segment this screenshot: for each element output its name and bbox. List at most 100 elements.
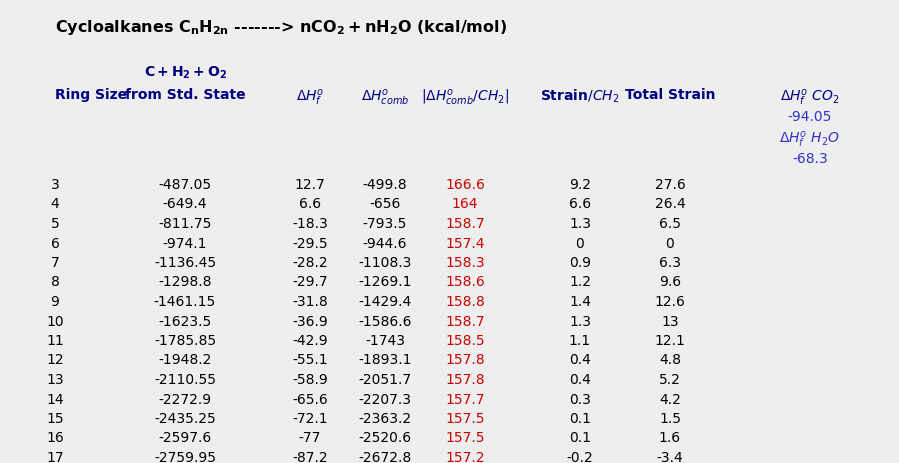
Text: 6: 6 <box>50 237 59 250</box>
Text: 157.2: 157.2 <box>445 451 485 463</box>
Text: -87.2: -87.2 <box>292 451 328 463</box>
Text: -1586.6: -1586.6 <box>358 314 412 329</box>
Text: -18.3: -18.3 <box>292 217 328 231</box>
Text: -2272.9: -2272.9 <box>158 393 211 407</box>
Text: -2051.7: -2051.7 <box>359 373 412 387</box>
Text: 6.5: 6.5 <box>659 217 681 231</box>
Text: 157.5: 157.5 <box>445 412 485 426</box>
Text: $\Delta H_f^o\ H_2O$: $\Delta H_f^o\ H_2O$ <box>779 130 841 150</box>
Text: 6.6: 6.6 <box>299 198 321 212</box>
Text: -811.75: -811.75 <box>158 217 211 231</box>
Text: 1.6: 1.6 <box>659 432 681 445</box>
Text: 5.2: 5.2 <box>659 373 681 387</box>
Text: 166.6: 166.6 <box>445 178 485 192</box>
Text: 13: 13 <box>661 314 679 329</box>
Text: 8: 8 <box>50 275 59 289</box>
Text: -55.1: -55.1 <box>292 353 328 368</box>
Text: -31.8: -31.8 <box>292 295 328 309</box>
Text: 158.6: 158.6 <box>445 275 485 289</box>
Text: $\Delta H_f^o$: $\Delta H_f^o$ <box>296 88 325 108</box>
Text: -793.5: -793.5 <box>363 217 407 231</box>
Text: 12.7: 12.7 <box>295 178 325 192</box>
Text: -944.6: -944.6 <box>363 237 407 250</box>
Text: Total Strain: Total Strain <box>625 88 716 102</box>
Text: 158.8: 158.8 <box>445 295 485 309</box>
Text: 1.2: 1.2 <box>569 275 591 289</box>
Text: 11: 11 <box>46 334 64 348</box>
Text: 157.4: 157.4 <box>445 237 485 250</box>
Text: -2110.55: -2110.55 <box>154 373 216 387</box>
Text: 4: 4 <box>50 198 59 212</box>
Text: -58.9: -58.9 <box>292 373 328 387</box>
Text: -94.05: -94.05 <box>788 110 832 124</box>
Text: 1.5: 1.5 <box>659 412 681 426</box>
Text: 0.4: 0.4 <box>569 373 591 387</box>
Text: 12.1: 12.1 <box>654 334 685 348</box>
Text: Ring Size: Ring Size <box>55 88 127 102</box>
Text: 12: 12 <box>46 353 64 368</box>
Text: -36.9: -36.9 <box>292 314 328 329</box>
Text: 5: 5 <box>50 217 59 231</box>
Text: -2363.2: -2363.2 <box>359 412 412 426</box>
Text: 27.6: 27.6 <box>654 178 685 192</box>
Text: 158.7: 158.7 <box>445 217 485 231</box>
Text: -68.3: -68.3 <box>792 152 828 166</box>
Text: -72.1: -72.1 <box>292 412 328 426</box>
Text: -1108.3: -1108.3 <box>359 256 412 270</box>
Text: 0: 0 <box>575 237 584 250</box>
Text: 7: 7 <box>50 256 59 270</box>
Text: 1.4: 1.4 <box>569 295 591 309</box>
Text: -77: -77 <box>298 432 321 445</box>
Text: 0: 0 <box>665 237 674 250</box>
Text: 0.3: 0.3 <box>569 393 591 407</box>
Text: 1.3: 1.3 <box>569 314 591 329</box>
Text: -1298.8: -1298.8 <box>158 275 212 289</box>
Text: 13: 13 <box>46 373 64 387</box>
Text: -29.5: -29.5 <box>292 237 328 250</box>
Text: -2435.25: -2435.25 <box>154 412 216 426</box>
Text: 17: 17 <box>46 451 64 463</box>
Text: 164: 164 <box>452 198 478 212</box>
Text: 1.3: 1.3 <box>569 217 591 231</box>
Text: 4.2: 4.2 <box>659 393 681 407</box>
Text: 15: 15 <box>46 412 64 426</box>
Text: 158.3: 158.3 <box>445 256 485 270</box>
Text: -2520.6: -2520.6 <box>359 432 412 445</box>
Text: 26.4: 26.4 <box>654 198 685 212</box>
Text: -1429.4: -1429.4 <box>359 295 412 309</box>
Text: 157.8: 157.8 <box>445 353 485 368</box>
Text: -1269.1: -1269.1 <box>358 275 412 289</box>
Text: -1743: -1743 <box>365 334 405 348</box>
Text: 9.6: 9.6 <box>659 275 681 289</box>
Text: 12.6: 12.6 <box>654 295 685 309</box>
Text: $\Delta H_{comb}^o$: $\Delta H_{comb}^o$ <box>360 88 409 108</box>
Text: Cycloalkanes $\mathbf{C_nH_{2n}}$ -------> $\mathbf{nCO_2 + nH_2O}$ (kcal/mol): Cycloalkanes $\mathbf{C_nH_{2n}}$ ------… <box>55 18 507 37</box>
Text: 158.5: 158.5 <box>445 334 485 348</box>
Text: 0.1: 0.1 <box>569 412 591 426</box>
Text: 14: 14 <box>46 393 64 407</box>
Text: -656: -656 <box>369 198 401 212</box>
Text: 3: 3 <box>50 178 59 192</box>
Text: -42.9: -42.9 <box>292 334 328 348</box>
Text: 158.7: 158.7 <box>445 314 485 329</box>
Text: from Std. State: from Std. State <box>125 88 245 102</box>
Text: 4.8: 4.8 <box>659 353 681 368</box>
Text: -1785.85: -1785.85 <box>154 334 216 348</box>
Text: 16: 16 <box>46 432 64 445</box>
Text: -2207.3: -2207.3 <box>359 393 412 407</box>
Text: -28.2: -28.2 <box>292 256 328 270</box>
Text: 9: 9 <box>50 295 59 309</box>
Text: 0.4: 0.4 <box>569 353 591 368</box>
Text: $|\Delta H_{comb}^o/CH_2|$: $|\Delta H_{comb}^o/CH_2|$ <box>421 88 509 108</box>
Text: -487.05: -487.05 <box>158 178 211 192</box>
Text: 0.1: 0.1 <box>569 432 591 445</box>
Text: -1948.2: -1948.2 <box>158 353 211 368</box>
Text: 0.9: 0.9 <box>569 256 591 270</box>
Text: 6.6: 6.6 <box>569 198 591 212</box>
Text: 157.5: 157.5 <box>445 432 485 445</box>
Text: -29.7: -29.7 <box>292 275 328 289</box>
Text: -499.8: -499.8 <box>362 178 407 192</box>
Text: -2759.95: -2759.95 <box>154 451 216 463</box>
Text: 157.7: 157.7 <box>445 393 485 407</box>
Text: $\Delta H_f^o\ CO_2$: $\Delta H_f^o\ CO_2$ <box>780 88 840 108</box>
